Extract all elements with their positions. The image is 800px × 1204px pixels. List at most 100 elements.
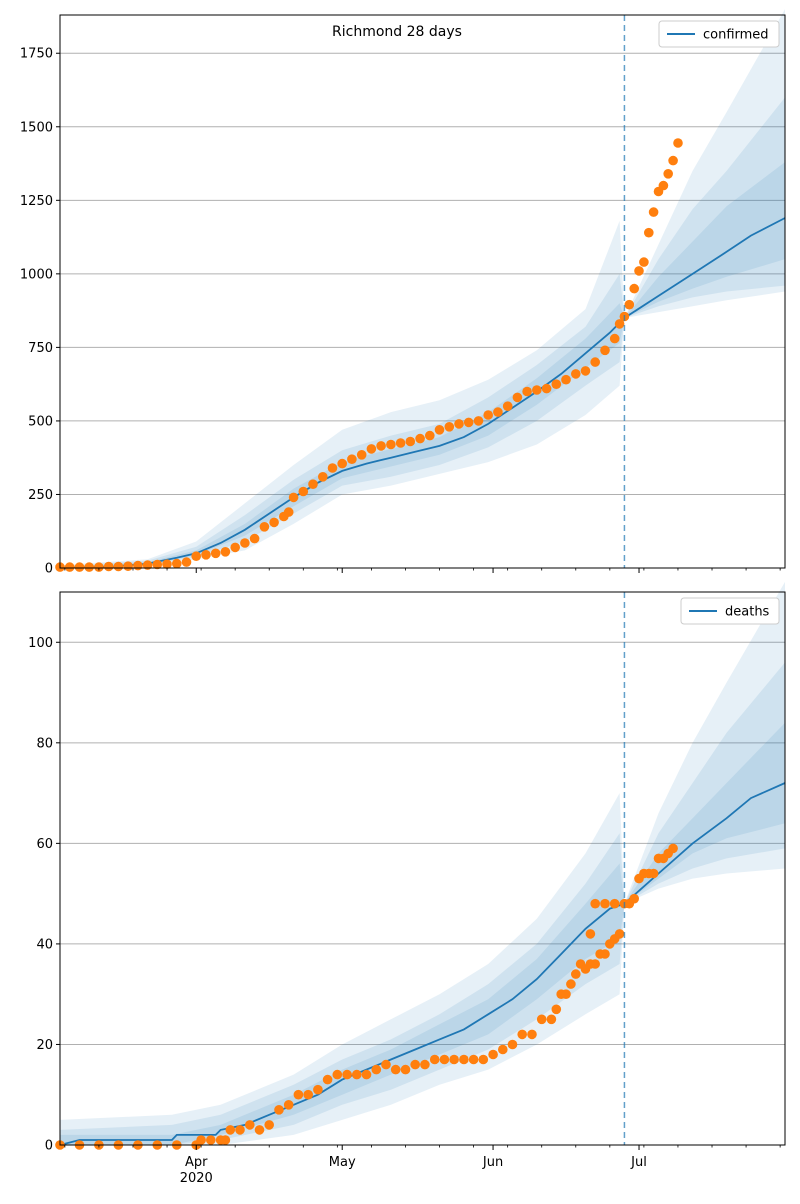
observed-point [600, 898, 610, 909]
observed-point [133, 560, 143, 571]
confirmed-model-line [59, 217, 786, 569]
observed-point [390, 1064, 401, 1075]
observed-point [298, 486, 309, 497]
observed-point [274, 1105, 284, 1115]
observed-point [561, 374, 571, 385]
observed-point [308, 479, 318, 490]
observed-point [639, 257, 649, 267]
observed-point [473, 416, 484, 426]
observed-point [571, 969, 581, 979]
observed-point [152, 559, 163, 570]
y-tick-label: 750 [28, 341, 53, 356]
observed-point [673, 138, 683, 148]
observed-point [624, 299, 635, 310]
observed-point [347, 454, 357, 465]
observed-point [561, 989, 571, 999]
observed-point [230, 542, 240, 553]
observed-point [123, 561, 133, 571]
observed-point [103, 561, 114, 572]
observed-point [532, 385, 542, 395]
observed-point [181, 557, 192, 567]
observed-point [318, 472, 328, 482]
observed-point [259, 522, 270, 532]
y-tick-label: 0 [45, 1139, 53, 1154]
observed-point [220, 547, 231, 557]
observed-point [507, 1039, 518, 1050]
observed-point [196, 1135, 206, 1145]
uncertainty-band-1 [60, 581, 785, 1145]
y-tick-label: 80 [36, 736, 53, 751]
observed-point [444, 422, 455, 432]
x-tick-sublabel: 2020 [180, 1171, 213, 1186]
observed-point [206, 1135, 216, 1145]
observed-point [614, 929, 625, 939]
y-tick-label: 0 [45, 562, 53, 577]
x-tick-label: Jul [630, 1155, 647, 1170]
observed-point [512, 392, 523, 403]
y-tick-label: 40 [36, 937, 53, 952]
observed-point [395, 438, 406, 448]
observed-point [502, 401, 513, 412]
observed-point [64, 562, 75, 572]
observed-point [371, 1064, 382, 1075]
observed-point [366, 444, 377, 454]
observed-point [386, 439, 396, 450]
observed-point [74, 562, 85, 572]
observed-point [663, 169, 673, 179]
x-tick-label: Apr [185, 1155, 208, 1170]
y-tick-label: 1250 [20, 194, 53, 209]
observed-point [600, 345, 610, 356]
observed-point [220, 1135, 231, 1145]
observed-point [536, 1014, 547, 1025]
observed-point [648, 868, 659, 879]
observed-point [439, 1054, 450, 1065]
x-tick-label: Jun [482, 1155, 503, 1170]
y-tick-label: 1750 [20, 47, 53, 62]
observed-point [172, 558, 182, 569]
observed-point [629, 283, 639, 294]
y-tick-label: 60 [36, 837, 53, 852]
legend-box [680, 597, 780, 625]
observed-point [498, 1044, 508, 1055]
deaths-model-line [59, 782, 786, 1146]
y-tick-label: 1000 [20, 267, 53, 282]
observed-point [162, 559, 172, 569]
observed-point [415, 433, 425, 444]
observed-point [322, 1074, 333, 1085]
observed-point [400, 1064, 411, 1075]
observed-point [94, 562, 104, 572]
observed-point [571, 369, 581, 379]
observed-point [84, 562, 94, 572]
axes-frame [59, 14, 786, 569]
observed-point [668, 155, 678, 166]
observed-point [629, 893, 639, 904]
observed-point [327, 463, 338, 473]
observed-point [478, 1054, 489, 1065]
observed-point [580, 366, 591, 376]
observed-point [356, 450, 367, 460]
observed-point [541, 383, 552, 394]
observed-point [609, 898, 620, 909]
observed-point [590, 357, 600, 367]
observed-point [434, 425, 445, 435]
observed-point [468, 1054, 479, 1065]
observed-point [658, 180, 669, 191]
observed-point [527, 1029, 537, 1040]
observed-point [493, 407, 503, 417]
observed-point [517, 1029, 527, 1040]
uncertainty-band-1 [60, 9, 785, 569]
observed-point [585, 929, 596, 939]
observed-point [264, 1120, 275, 1130]
legend-box [658, 20, 780, 48]
y-tick-label: 100 [28, 636, 53, 651]
observed-point [600, 949, 610, 959]
observed-point [361, 1069, 372, 1080]
y-tick-label: 1500 [20, 120, 53, 135]
observed-point [405, 436, 416, 447]
observed-point [293, 1089, 304, 1100]
observed-point [522, 386, 532, 397]
observed-point [376, 441, 386, 451]
observed-point [342, 1069, 352, 1080]
observed-point [249, 533, 260, 544]
